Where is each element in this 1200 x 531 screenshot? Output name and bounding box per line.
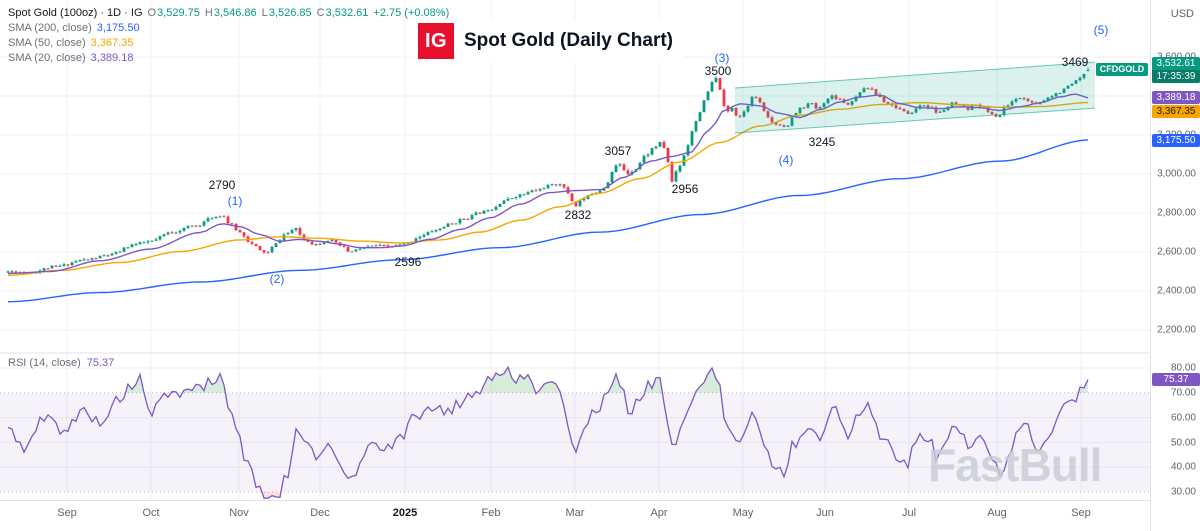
time-axis[interactable]: Sep Oct Nov Dec 2025 Feb Mar Apr May Jun Jul Aug Sep [0, 500, 1150, 531]
sma200-legend-row[interactable]: SMA (200, close) 3,175.50 [8, 20, 449, 35]
change-value: +2.75 (+0.08%) [373, 6, 450, 19]
axis-tick-label: 2,600.00 [1157, 246, 1196, 258]
axis-tick-label: 3,000.00 [1157, 168, 1196, 180]
time-axis-label: May [732, 507, 754, 519]
sma-20-line [7, 93, 1089, 275]
swing-label: 2956 [672, 182, 699, 196]
last-price-badge: 3,532.61 17:35:39 [1152, 57, 1200, 83]
sma-50-line [7, 101, 1089, 277]
rsi-value-badge: 75.37 [1152, 373, 1200, 386]
symbol-title: Spot Gold (100oz) · 1D · IG [8, 6, 143, 19]
rsi-value: 75.37 [86, 357, 115, 369]
time-axis-label: Oct [142, 507, 160, 519]
swing-label: 2832 [565, 208, 592, 222]
rsi-label: RSI (14, close) [8, 357, 81, 369]
wave-label: (4) [779, 153, 794, 167]
axis-tick-label: 2,400.00 [1157, 285, 1196, 297]
swing-label: 2790 [209, 178, 236, 192]
fastbull-watermark: FastBull [928, 439, 1102, 491]
sma20-value: 3,389.18 [90, 51, 134, 64]
chart-header: IG Spot Gold (Daily Chart) [414, 20, 683, 62]
low-label: L [261, 6, 268, 19]
axis-tick-label: 70.00 [1170, 387, 1196, 399]
swing-label: 3245 [809, 135, 836, 149]
time-axis-label: Nov [229, 507, 249, 519]
axis-tick-label: 2,800.00 [1157, 207, 1196, 219]
price-axis[interactable]: USD 3,600.003,400.003,200.003,000.002,80… [1150, 0, 1200, 531]
time-axis-label: Sep [57, 507, 77, 519]
time-axis-label: Jul [901, 507, 917, 519]
wave-label: (2) [270, 272, 285, 286]
currency-label: USD [1170, 8, 1194, 20]
time-axis-label: Jun [816, 507, 834, 519]
close-value: 3,532.61 [325, 6, 369, 19]
sma20-legend-row[interactable]: SMA (20, close) 3,389.18 [8, 50, 449, 65]
page-title: Spot Gold (Daily Chart) [464, 30, 673, 51]
axis-tick-label: 50.00 [1170, 437, 1196, 449]
time-axis-label: Dec [310, 507, 330, 519]
high-value: 3,546.86 [213, 6, 257, 19]
sma50-legend-row[interactable]: SMA (50, close) 3,367.35 [8, 35, 449, 50]
rsi-line [7, 365, 1089, 499]
axis-tick-label: 60.00 [1170, 412, 1196, 424]
sma50-price-badge: 3,367.35 [1152, 105, 1200, 118]
rsi-overbought-fill [125, 367, 1088, 393]
high-label: H [204, 6, 213, 19]
swing-label: 3057 [605, 144, 632, 158]
time-axis-label: Sep [1071, 507, 1091, 519]
rsi-legend-row[interactable]: RSI (14, close) 75.37 [8, 357, 114, 369]
symbol-price-tag: CFDGOLD [1096, 63, 1148, 76]
open-value: 3,529.75 [157, 6, 200, 19]
time-axis-label: 2025 [392, 507, 418, 519]
swing-label: 2596 [395, 255, 422, 269]
wave-label: (5) [1094, 23, 1109, 37]
axis-tick-label: 80.00 [1170, 362, 1196, 374]
time-axis-label: Aug [987, 507, 1007, 519]
open-label: O [147, 6, 157, 19]
sma200-value: 3,175.50 [96, 21, 140, 34]
swing-label: 3500 [705, 64, 732, 78]
axis-tick-label: 30.00 [1170, 486, 1196, 498]
sma50-label: SMA (50, close) [8, 36, 86, 49]
rsi-band [0, 392, 1150, 492]
ig-logo: IG [418, 23, 454, 59]
wave-label: (3) [715, 51, 730, 65]
axis-tick-label: 40.00 [1170, 461, 1196, 473]
sma50-value: 3,367.35 [90, 36, 134, 49]
trend-channel[interactable] [735, 62, 1095, 134]
swing-label: 3469 [1062, 55, 1089, 69]
sma-200-line [7, 139, 1089, 303]
wave-label: (1) [228, 194, 243, 208]
sma20-price-badge: 3,389.18 [1152, 91, 1200, 104]
low-value: 3,526.85 [268, 6, 312, 19]
close-label: C [316, 6, 325, 19]
time-axis-label: Feb [481, 507, 501, 519]
sma20-label: SMA (20, close) [8, 51, 86, 64]
time-axis-label: Mar [565, 507, 585, 519]
axis-tick-label: 2,200.00 [1157, 324, 1196, 336]
time-axis-label: Apr [650, 507, 668, 519]
sma200-label: SMA (200, close) [8, 21, 92, 34]
sma200-price-badge: 3,175.50 [1152, 134, 1200, 147]
